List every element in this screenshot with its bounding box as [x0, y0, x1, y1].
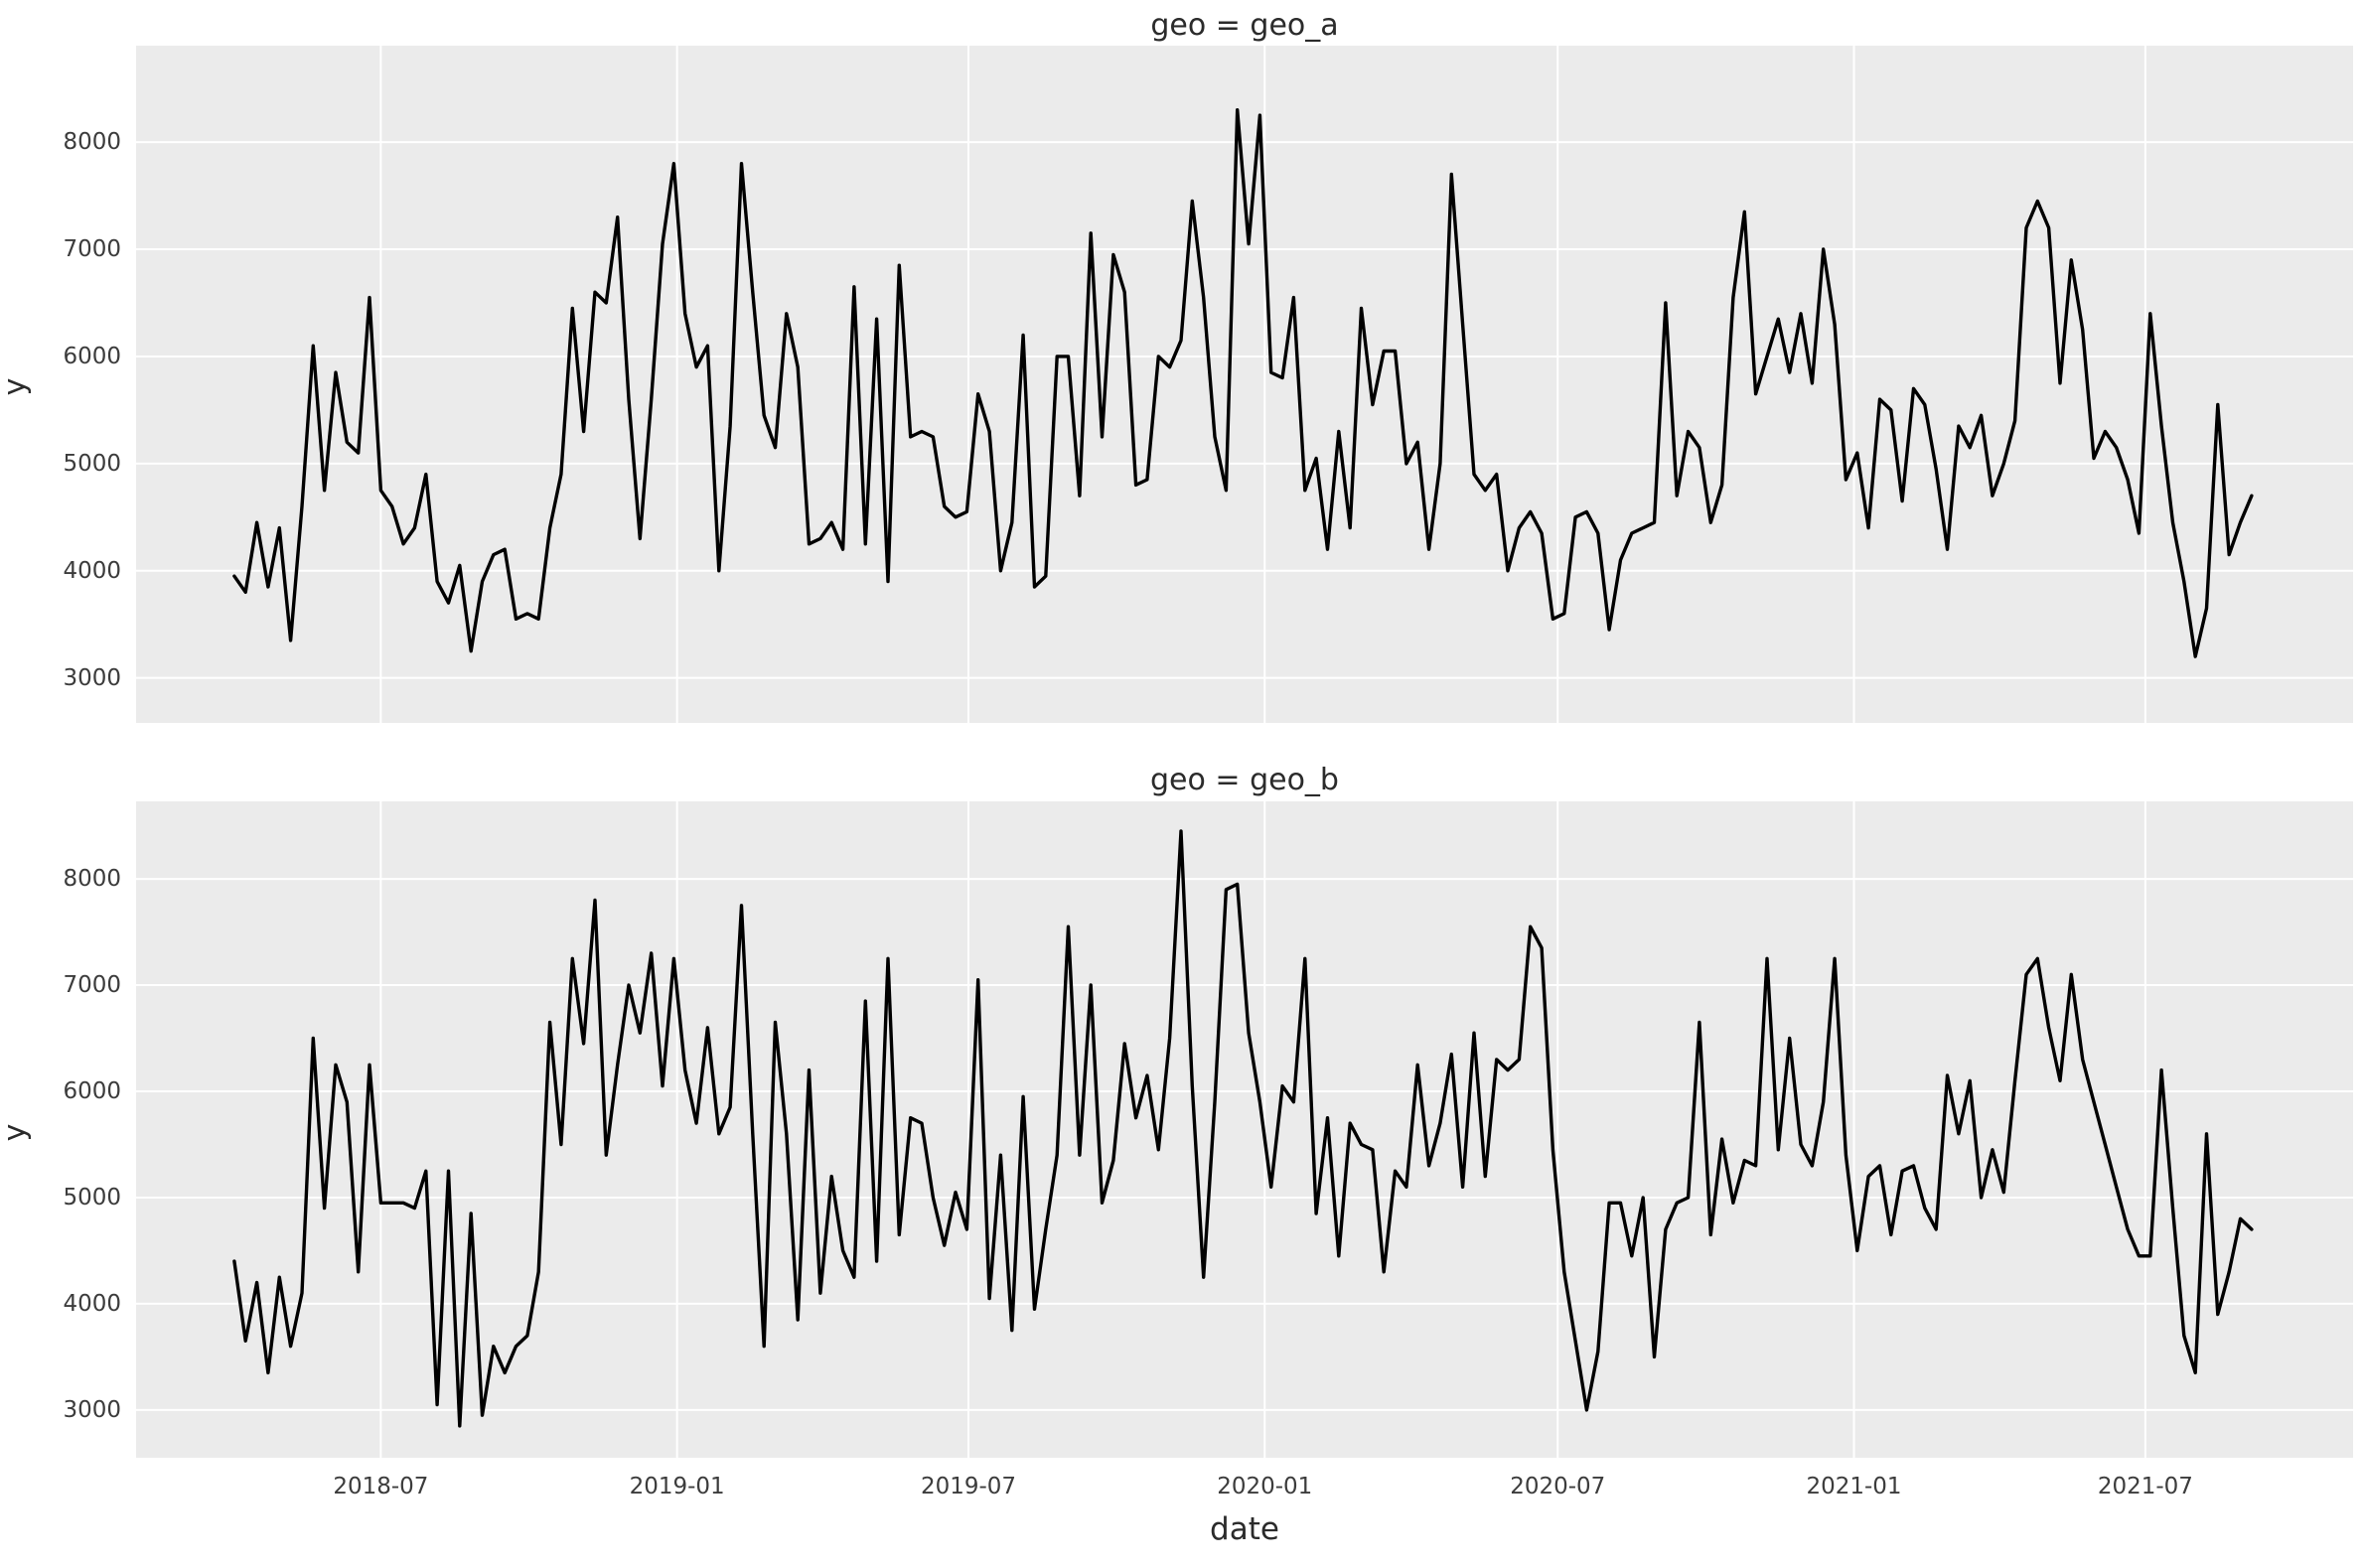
x-tick-label: 2019-01	[629, 1474, 725, 1499]
subplot-b-title: geo = geo_b	[1150, 763, 1339, 797]
subplot-b-gridlines	[136, 801, 2353, 1458]
subplot-b-y-tick-label: 4000	[63, 1290, 121, 1317]
subplot-a-y-tick-label: 4000	[63, 557, 121, 584]
subplot-a-y-tick-label: 6000	[63, 343, 121, 369]
subplot-b-y-tick-label: 3000	[63, 1396, 121, 1423]
x-tick-label: 2021-01	[1806, 1474, 1902, 1499]
subplot-a-line-chart	[136, 46, 2353, 723]
x-tick-label: 2021-07	[2097, 1474, 2193, 1499]
subplot-b-line-chart	[136, 801, 2353, 1458]
subplot-b-y-axis-label: y	[0, 1123, 33, 1142]
subplot-a-line-series	[232, 107, 2254, 658]
x-tick-label: 2018-07	[333, 1474, 429, 1499]
x-axis-label: date	[1210, 1511, 1279, 1547]
subplot-b-y-tick-label: 5000	[63, 1184, 121, 1211]
subplot-a-y-tick-label: 7000	[63, 236, 121, 263]
subplot-b-y-tick-label: 8000	[63, 866, 121, 893]
subplot-b-y-tick-label: 7000	[63, 972, 121, 999]
x-tick-label: 2020-01	[1217, 1474, 1313, 1499]
subplot-a-y-tick-label: 5000	[63, 450, 121, 477]
subplot-b-line-series	[232, 829, 2254, 1428]
subplot-a-title: geo = geo_a	[1150, 8, 1339, 43]
subplot-b-plot-area	[136, 801, 2353, 1458]
subplot-a-y-tick-label: 8000	[63, 129, 121, 156]
subplot-b-y-tick-label: 6000	[63, 1077, 121, 1104]
x-tick-label: 2020-07	[1510, 1474, 1606, 1499]
subplot-a-y-axis-label: y	[0, 377, 33, 396]
x-tick-label: 2019-07	[920, 1474, 1017, 1499]
subplot-a-plot-area	[136, 46, 2353, 723]
subplot-a-y-tick-label: 3000	[63, 664, 121, 691]
